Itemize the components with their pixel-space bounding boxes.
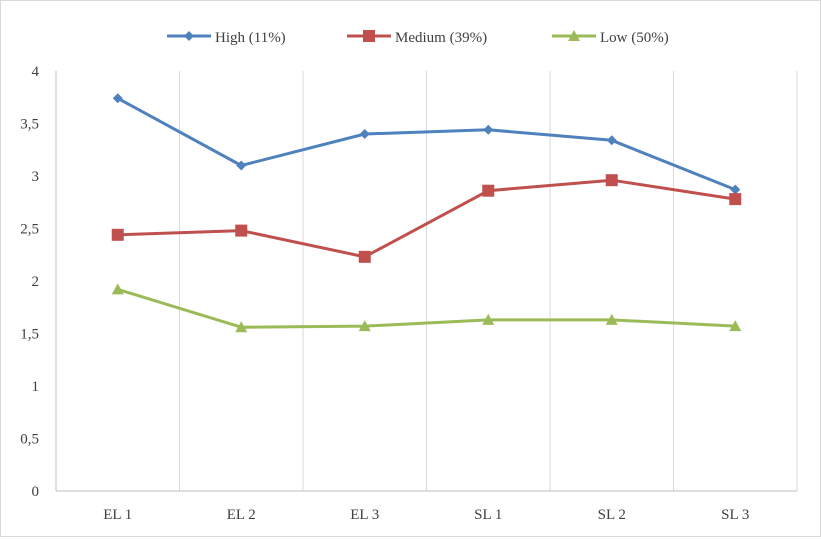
legend-marker: [568, 30, 580, 41]
legend-marker: [184, 31, 194, 41]
y-tick-label: 2: [32, 274, 40, 290]
x-tick-label: EL 2: [227, 507, 256, 523]
data-point: [358, 250, 371, 263]
x-tick-label: SL 3: [721, 507, 749, 523]
data-point: [111, 283, 124, 295]
data-point: [729, 320, 742, 332]
data-point: [605, 313, 618, 325]
legend-label: Medium (39%): [395, 30, 487, 46]
data-point: [358, 320, 371, 332]
data-point: [235, 321, 248, 333]
legend-label: High (11%): [215, 30, 286, 46]
data-point: [236, 160, 247, 171]
y-tick-label: 3: [32, 169, 40, 185]
legend-marker: [363, 30, 375, 42]
y-tick-label: 1,5: [20, 327, 39, 343]
data-point: [482, 184, 495, 197]
x-tick-label: SL 2: [598, 507, 626, 523]
data-point: [605, 174, 618, 187]
data-point: [235, 224, 248, 237]
x-tick-label: EL 3: [350, 507, 379, 523]
legend-label: Low (50%): [600, 30, 669, 46]
data-point: [482, 313, 495, 325]
data-point: [359, 129, 370, 139]
y-tick-label: 1: [32, 379, 40, 395]
data-point: [730, 184, 741, 195]
y-tick-label: 0: [32, 484, 40, 500]
data-point: [111, 228, 124, 241]
series-line: [117, 96, 736, 192]
y-tick-label: 2,5: [20, 222, 39, 238]
series-line: [117, 178, 736, 259]
x-tick-label: SL 1: [474, 507, 502, 523]
x-tick-label: EL 1: [103, 507, 132, 523]
y-tick-label: 3,5: [20, 117, 39, 133]
series-line: [117, 287, 736, 329]
y-tick-label: 4: [32, 64, 40, 80]
data-point: [112, 93, 123, 104]
data-point: [729, 193, 742, 206]
data-point: [606, 135, 617, 146]
y-tick-label: 0,5: [20, 432, 39, 448]
data-point: [483, 124, 494, 135]
